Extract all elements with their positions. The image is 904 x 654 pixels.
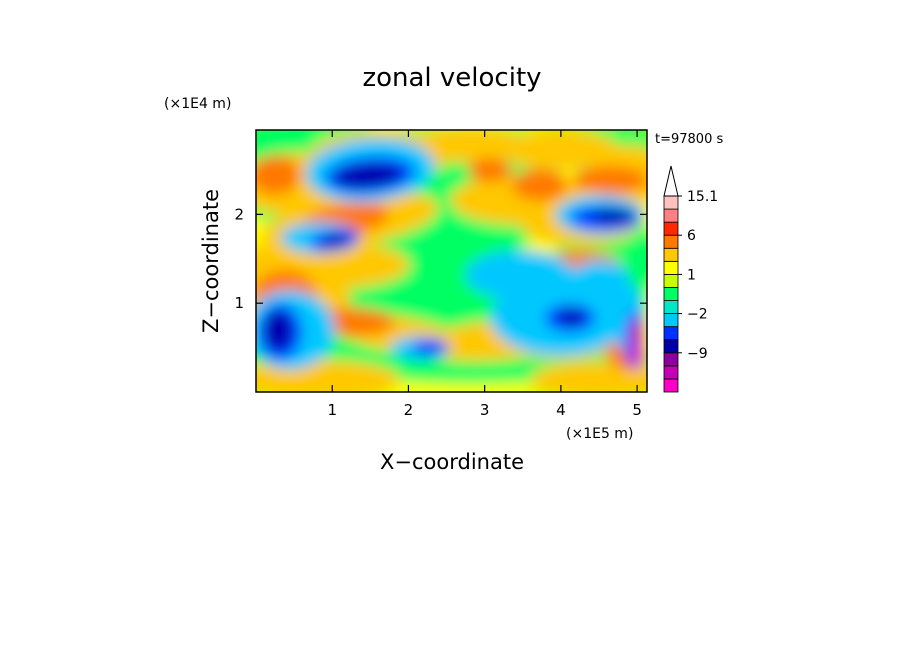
x-tick-label: 1 — [327, 401, 337, 419]
x-tick-label: 2 — [404, 401, 414, 419]
heatmap-field — [256, 130, 647, 392]
plot-frame — [255, 129, 648, 393]
field-region — [558, 309, 586, 325]
x-tick-label: 3 — [480, 401, 490, 419]
colorbar-label: 1 — [687, 267, 696, 283]
field-region — [264, 310, 292, 350]
field-region — [530, 362, 647, 392]
x-unit-label: (×1E5 m) — [566, 426, 633, 442]
field-region — [572, 166, 647, 194]
colorbar-bin — [663, 339, 679, 354]
y-tick-label: 1 — [234, 294, 244, 312]
x-axis: 1 2 3 4 5 — [327, 130, 642, 419]
field-region — [256, 360, 400, 392]
colorbar-label: −9 — [687, 346, 708, 362]
field-region — [593, 208, 637, 224]
chart-title: zonal velocity — [362, 63, 541, 93]
field-region — [412, 340, 448, 356]
colorbar-bin — [663, 326, 679, 341]
y-axis: 12 — [234, 205, 647, 312]
x-tick-label: 5 — [632, 401, 642, 419]
y-axis-label: Z−coordinate — [199, 189, 223, 333]
colorbar-bin — [663, 247, 679, 262]
heatmap-blobs — [256, 130, 647, 392]
colorbar-bin — [663, 300, 679, 314]
colorbar-bin — [663, 378, 679, 393]
colorbar-label: 15.1 — [687, 189, 718, 205]
field-region — [500, 130, 620, 170]
colorbar-bin — [663, 260, 679, 275]
colorbar-bin — [663, 365, 679, 380]
field-region — [468, 158, 512, 182]
colorbar-bin — [663, 208, 679, 223]
x-tick-label: 4 — [556, 401, 566, 419]
field-region — [570, 260, 630, 300]
y-unit-label: (×1E4 m) — [164, 96, 231, 112]
field-region — [256, 155, 300, 195]
field-region — [334, 163, 402, 189]
field-region — [630, 321, 646, 349]
colorbar-bin — [663, 195, 679, 210]
colorbar-bin — [663, 221, 679, 236]
y-tick-label: 2 — [234, 205, 244, 223]
colorbar-label: 6 — [687, 228, 696, 244]
colorbar-bin — [663, 352, 679, 367]
field-region — [410, 130, 530, 163]
colorbar-bin — [663, 313, 679, 328]
colorbar-bin — [663, 287, 679, 301]
colorbar-bin — [663, 273, 679, 288]
field-region — [512, 169, 568, 201]
colorbar-bin — [663, 234, 679, 249]
field-region — [321, 234, 349, 248]
time-label: t=97800 s — [655, 132, 723, 147]
field-region — [634, 343, 646, 367]
field-region — [465, 250, 575, 300]
colorbar: −9 −2 1 6 15.1 — [663, 165, 718, 393]
x-axis-label: X−coordinate — [380, 450, 524, 474]
colorbar-extend-arrow — [663, 165, 679, 197]
colorbar-label: −2 — [687, 307, 708, 323]
